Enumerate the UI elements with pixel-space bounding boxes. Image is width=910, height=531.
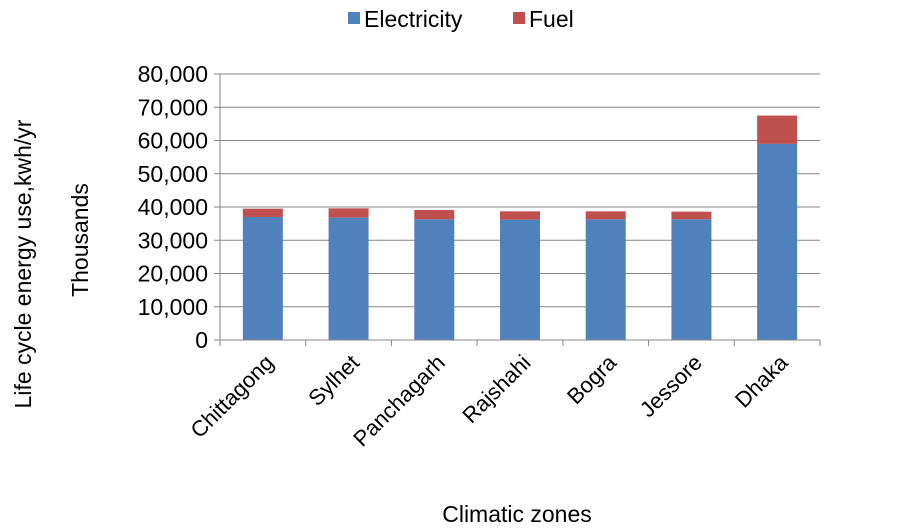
x-category-label: Jessore bbox=[635, 350, 707, 422]
bar-fuel-sylhet bbox=[328, 208, 369, 218]
y-tick-label: 50,000 bbox=[138, 161, 208, 187]
x-category-label: Rajshahi bbox=[457, 350, 535, 428]
y-axis-units-label: Thousands bbox=[67, 183, 93, 297]
bar-fuel-panchagarh bbox=[414, 209, 455, 220]
legend-swatch-electricity bbox=[348, 12, 360, 24]
bar-fuel-dhaka bbox=[757, 115, 798, 144]
bar-electricity-chittagong bbox=[242, 216, 283, 340]
bar-electricity-dhaka bbox=[757, 143, 798, 340]
x-category-label: Dhaka bbox=[730, 349, 793, 412]
x-axis-ticks bbox=[219, 340, 821, 346]
y-tick-label: 60,000 bbox=[138, 128, 208, 154]
x-category-label: Sylhet bbox=[303, 350, 364, 411]
legend: Electricity Fuel bbox=[348, 6, 574, 32]
y-tick-label: 20,000 bbox=[138, 261, 208, 287]
y-tick-label: 10,000 bbox=[138, 294, 208, 320]
bar-electricity-panchagarh bbox=[414, 219, 455, 340]
x-category-label: Panchagarh bbox=[348, 350, 450, 452]
x-category-label: Bogra bbox=[562, 349, 622, 409]
y-axis-ticks: 0 10,000 20,000 30,000 40,000 50,000 60,000 70,… bbox=[138, 61, 221, 353]
y-tick-label: 80,000 bbox=[138, 61, 208, 87]
y-tick-label: 30,000 bbox=[138, 227, 208, 253]
bar-electricity-jessore bbox=[671, 219, 712, 340]
bar-fuel-chittagong bbox=[242, 208, 283, 217]
y-tick-label: 0 bbox=[195, 327, 208, 353]
bar-fuel-rajshahi bbox=[500, 211, 540, 220]
y-axis-title: Life cycle energy use,kwh/yr bbox=[10, 119, 36, 408]
bar-electricity-rajshahi bbox=[500, 219, 540, 340]
x-category-label: Chittagong bbox=[185, 350, 278, 443]
legend-label-fuel: Fuel bbox=[529, 6, 574, 32]
bar-fuel-jessore bbox=[671, 211, 712, 220]
bar-fuel-bogra bbox=[585, 211, 626, 220]
y-tick-label: 70,000 bbox=[138, 94, 208, 120]
y-tick-label: 40,000 bbox=[138, 194, 208, 220]
legend-label-electricity: Electricity bbox=[364, 6, 463, 32]
bar-electricity-sylhet bbox=[328, 217, 369, 340]
bar-electricity-bogra bbox=[585, 219, 626, 340]
legend-swatch-fuel bbox=[513, 12, 525, 24]
x-axis-title: Climatic zones bbox=[442, 501, 592, 527]
bars bbox=[242, 115, 798, 340]
